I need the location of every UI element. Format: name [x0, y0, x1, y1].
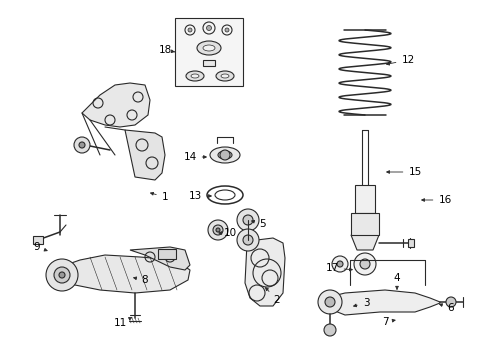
Text: 8: 8	[133, 275, 148, 285]
Circle shape	[59, 272, 65, 278]
Circle shape	[74, 137, 90, 153]
Circle shape	[207, 220, 227, 240]
Circle shape	[445, 297, 455, 307]
Text: 9: 9	[34, 242, 47, 252]
Circle shape	[359, 259, 369, 269]
Bar	[158, 249, 176, 259]
Bar	[354, 185, 374, 213]
Text: 10: 10	[219, 228, 236, 238]
Text: 15: 15	[386, 167, 421, 177]
Text: 14: 14	[183, 152, 206, 162]
Circle shape	[237, 209, 259, 231]
Circle shape	[224, 28, 228, 32]
Text: 3: 3	[353, 298, 368, 308]
Circle shape	[324, 324, 335, 336]
Ellipse shape	[218, 151, 231, 159]
Circle shape	[54, 267, 70, 283]
Polygon shape	[325, 290, 439, 315]
Text: 6: 6	[439, 303, 453, 313]
Polygon shape	[82, 83, 150, 127]
Bar	[33, 236, 43, 244]
Polygon shape	[130, 247, 190, 270]
Ellipse shape	[221, 74, 228, 78]
Bar	[175, 18, 243, 86]
Ellipse shape	[216, 71, 234, 81]
Circle shape	[213, 225, 223, 235]
Circle shape	[325, 297, 334, 307]
Circle shape	[216, 228, 220, 232]
Text: 16: 16	[421, 195, 451, 205]
Text: 11: 11	[113, 318, 132, 328]
Ellipse shape	[185, 71, 203, 81]
Circle shape	[237, 229, 259, 251]
Polygon shape	[244, 238, 285, 306]
Ellipse shape	[203, 45, 215, 51]
Circle shape	[79, 142, 85, 148]
Ellipse shape	[209, 147, 240, 163]
Text: 17: 17	[325, 263, 351, 273]
Text: 7: 7	[381, 317, 394, 327]
Text: 2: 2	[265, 288, 280, 305]
Bar	[203, 60, 215, 66]
Polygon shape	[125, 130, 164, 180]
Text: 5: 5	[251, 219, 266, 229]
Polygon shape	[350, 235, 378, 250]
Circle shape	[243, 215, 252, 225]
Text: 12: 12	[386, 55, 414, 65]
Circle shape	[243, 235, 252, 245]
Circle shape	[353, 253, 375, 275]
Text: 18: 18	[158, 45, 174, 55]
Text: 13: 13	[188, 191, 211, 201]
Bar	[350, 213, 378, 235]
Circle shape	[331, 256, 347, 272]
Ellipse shape	[197, 41, 221, 55]
Circle shape	[220, 150, 229, 160]
Bar	[407, 239, 413, 247]
Circle shape	[336, 261, 342, 267]
Ellipse shape	[191, 74, 199, 78]
Circle shape	[317, 290, 341, 314]
Polygon shape	[58, 255, 190, 293]
Circle shape	[46, 259, 78, 291]
Text: 4: 4	[393, 273, 400, 289]
Text: 1: 1	[150, 192, 168, 202]
Circle shape	[206, 26, 211, 31]
Circle shape	[187, 28, 192, 32]
